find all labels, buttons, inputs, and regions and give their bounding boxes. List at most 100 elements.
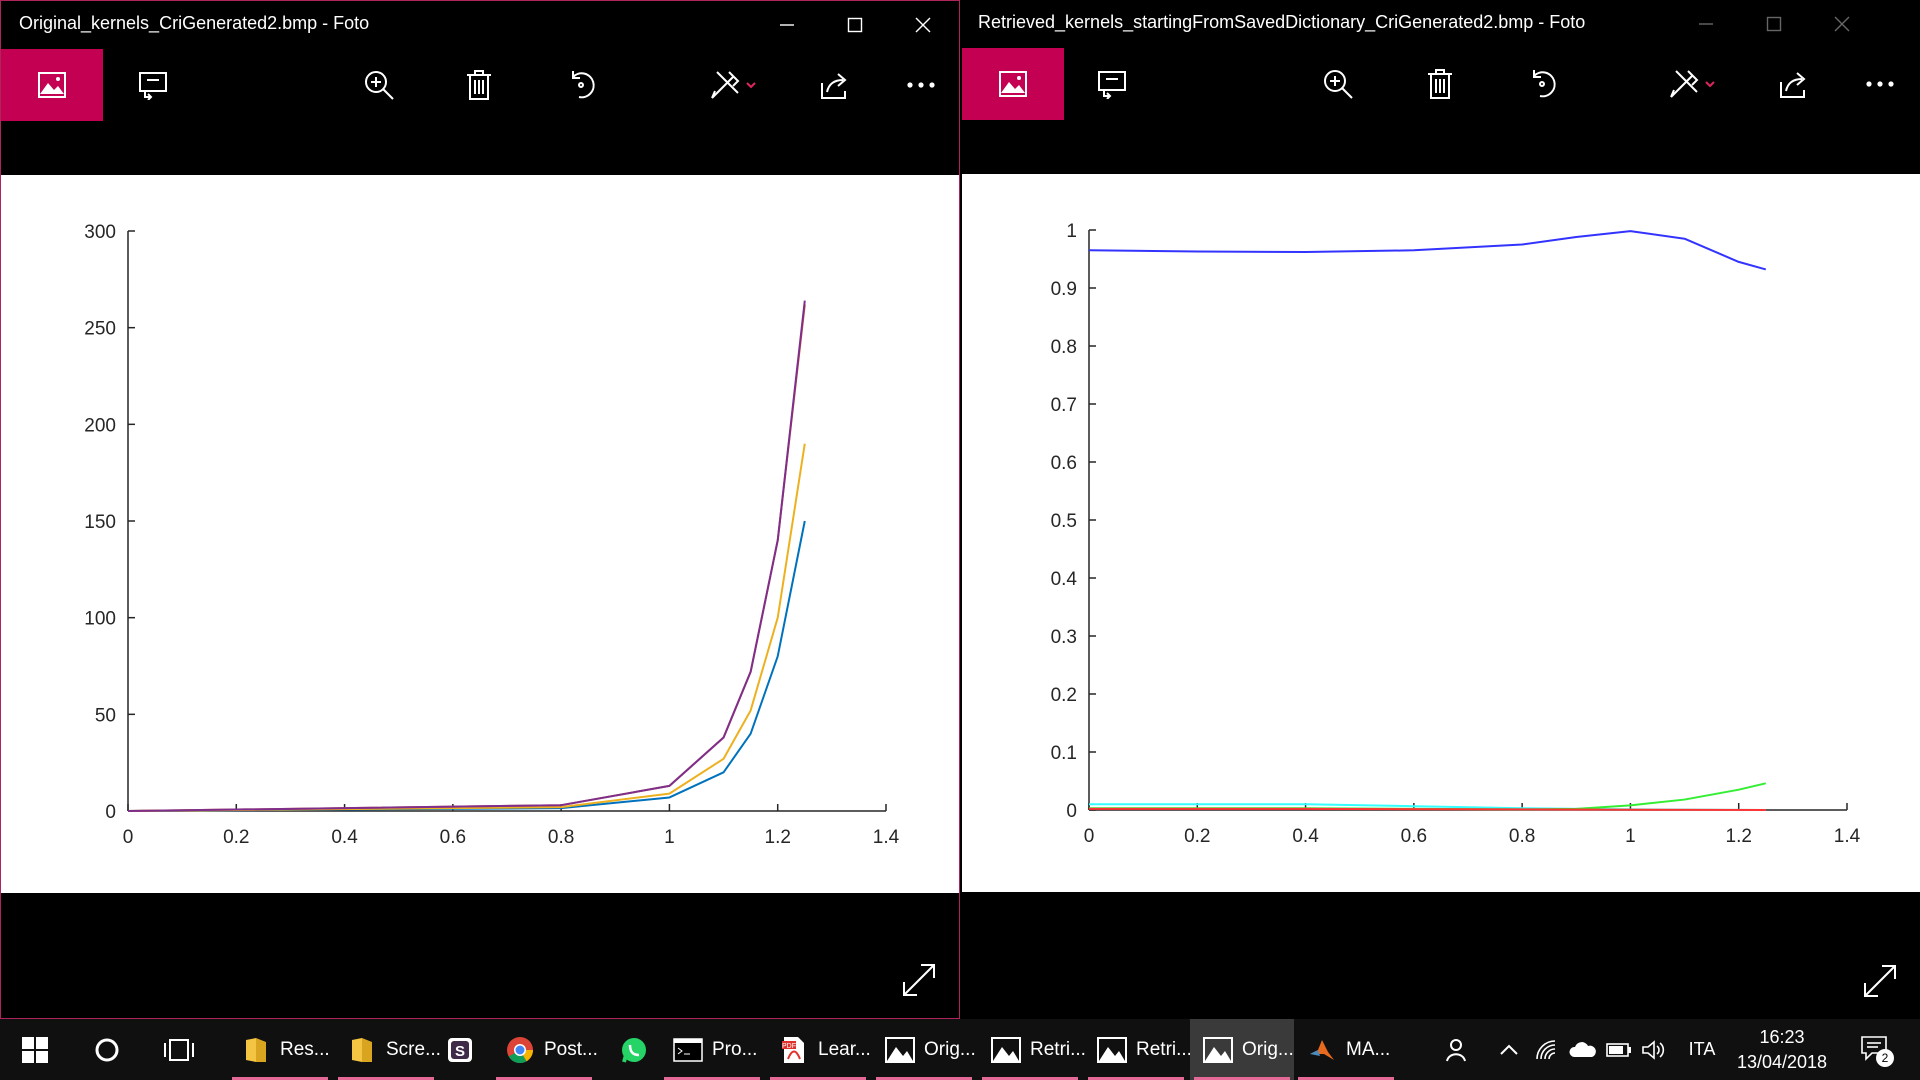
taskbar-app-2[interactable]: Scre... bbox=[334, 1019, 441, 1080]
speaker-icon bbox=[1642, 1039, 1665, 1060]
maximize-icon bbox=[1766, 16, 1782, 32]
y-tick-label: 0.6 bbox=[1051, 453, 1077, 474]
title-bar[interactable]: Original_kernels_CriGenerated2.bmp - Fot… bbox=[1, 1, 959, 49]
taskbar-app-5[interactable] bbox=[606, 1019, 662, 1080]
more-options-button[interactable] bbox=[1840, 48, 1920, 120]
rotate-button[interactable] bbox=[541, 49, 621, 121]
minimize-icon bbox=[780, 24, 794, 26]
fullscreen-button[interactable] bbox=[899, 960, 939, 1000]
expand-icon bbox=[903, 964, 935, 996]
clock-date: 13/04/2018 bbox=[1736, 1051, 1828, 1072]
people-button[interactable] bbox=[1438, 1019, 1474, 1080]
taskbar-app-label: MA... bbox=[1346, 1038, 1391, 1060]
rotate-icon bbox=[1533, 70, 1556, 98]
network-button[interactable] bbox=[1532, 1019, 1562, 1080]
volume-button[interactable] bbox=[1638, 1019, 1668, 1080]
x-tick-label: 1.2 bbox=[765, 827, 791, 848]
wifi-icon bbox=[1536, 1039, 1556, 1059]
rotate-icon bbox=[572, 71, 595, 99]
y-tick-label: 200 bbox=[84, 415, 116, 436]
taskbar-app-4[interactable]: Post... bbox=[492, 1019, 598, 1080]
y-tick-label: 50 bbox=[95, 705, 116, 726]
start-button[interactable] bbox=[10, 1019, 60, 1080]
show-hidden-icons-button[interactable] bbox=[1494, 1019, 1524, 1080]
photo-view-button[interactable] bbox=[1, 49, 103, 121]
rotate-button[interactable] bbox=[1502, 48, 1582, 120]
taskbar-app-10[interactable]: Retri... bbox=[1084, 1019, 1192, 1080]
x-tick-label: 1.2 bbox=[1726, 826, 1752, 847]
taskbar-app-12[interactable]: MA... bbox=[1294, 1019, 1398, 1080]
y-tick-label: 0.3 bbox=[1051, 627, 1077, 648]
running-indicator bbox=[338, 1077, 434, 1080]
slideshow-button[interactable] bbox=[113, 49, 193, 121]
action-center-button[interactable]: 2 bbox=[1850, 1019, 1900, 1080]
language-indicator: ITA bbox=[1688, 1039, 1716, 1059]
folder-icon bbox=[346, 1034, 378, 1066]
taskbar-app-1[interactable]: Res... bbox=[228, 1019, 332, 1080]
photo-toolbar bbox=[1, 49, 959, 121]
slack-icon: S bbox=[444, 1034, 476, 1066]
folder-icon bbox=[240, 1034, 272, 1066]
minimize-icon bbox=[1699, 23, 1713, 25]
zoom-in-button[interactable] bbox=[1298, 48, 1378, 120]
x-tick-label: 1 bbox=[1625, 826, 1636, 847]
battery-icon bbox=[1606, 1042, 1631, 1057]
zoom-in-icon bbox=[365, 71, 394, 100]
taskbar-app-label: Orig... bbox=[1242, 1038, 1294, 1060]
minimize-button[interactable] bbox=[753, 1, 821, 49]
maximize-icon bbox=[847, 17, 863, 33]
more-icon bbox=[1866, 81, 1894, 87]
cortana-button[interactable] bbox=[82, 1019, 132, 1080]
edit-icon bbox=[1670, 70, 1715, 98]
maximize-button[interactable] bbox=[1740, 0, 1808, 48]
running-indicator bbox=[982, 1077, 1078, 1080]
battery-button[interactable] bbox=[1604, 1019, 1634, 1080]
cloud-icon bbox=[1569, 1041, 1596, 1057]
running-indicator bbox=[1088, 1077, 1184, 1080]
taskbar-app-9[interactable]: Retri... bbox=[978, 1019, 1086, 1080]
y-tick-label: 0.4 bbox=[1051, 569, 1078, 590]
x-tick-label: 0.4 bbox=[331, 827, 358, 848]
delete-button[interactable] bbox=[1400, 48, 1480, 120]
photo-icon bbox=[1096, 1034, 1128, 1066]
windows-start-icon bbox=[22, 1036, 48, 1063]
close-button[interactable] bbox=[889, 1, 957, 49]
maximize-button[interactable] bbox=[821, 1, 889, 49]
share-button[interactable] bbox=[795, 49, 875, 121]
svg-text:S: S bbox=[455, 1043, 465, 1060]
close-button[interactable] bbox=[1808, 0, 1876, 48]
fullscreen-button[interactable] bbox=[1860, 961, 1900, 1001]
delete-icon bbox=[1428, 69, 1452, 99]
taskbar-app-3[interactable]: S bbox=[432, 1019, 492, 1080]
edit-button[interactable] bbox=[1652, 48, 1732, 120]
photo-icon bbox=[999, 71, 1027, 97]
clock-button[interactable]: 16:23 13/04/2018 bbox=[1728, 1019, 1836, 1080]
photo-toolbar bbox=[962, 48, 1920, 120]
y-tick-label: 100 bbox=[84, 609, 116, 630]
taskbar-app-6[interactable]: Pro... bbox=[660, 1019, 764, 1080]
y-tick-label: 0 bbox=[1066, 801, 1077, 822]
photo-view-button[interactable] bbox=[962, 48, 1064, 120]
x-tick-label: 0.2 bbox=[223, 827, 249, 848]
pdf-icon: PDF bbox=[778, 1034, 810, 1066]
title-bar[interactable]: Retrieved_kernels_startingFromSavedDicti… bbox=[962, 0, 1920, 48]
more-options-button[interactable] bbox=[881, 49, 959, 121]
slideshow-button[interactable] bbox=[1072, 48, 1152, 120]
zoom-in-button[interactable] bbox=[339, 49, 419, 121]
taskbar-app-8[interactable]: Orig... bbox=[872, 1019, 976, 1080]
close-icon bbox=[915, 17, 931, 33]
taskbar-app-7[interactable]: PDF Lear... bbox=[766, 1019, 871, 1080]
taskbar-app-11[interactable]: Orig... bbox=[1190, 1019, 1294, 1080]
input-language-button[interactable]: ITA bbox=[1682, 1019, 1722, 1080]
close-icon bbox=[1834, 16, 1850, 32]
share-button[interactable] bbox=[1754, 48, 1834, 120]
series-line-3 bbox=[127, 304, 806, 812]
photo-icon bbox=[38, 72, 66, 98]
task-view-button[interactable] bbox=[154, 1019, 204, 1080]
photo-window-original: Original_kernels_CriGenerated2.bmp - Fot… bbox=[0, 0, 960, 1019]
edit-button[interactable] bbox=[693, 49, 773, 121]
y-tick-label: 250 bbox=[84, 319, 116, 340]
minimize-button[interactable] bbox=[1672, 0, 1740, 48]
delete-button[interactable] bbox=[439, 49, 519, 121]
onedrive-button[interactable] bbox=[1566, 1019, 1598, 1080]
